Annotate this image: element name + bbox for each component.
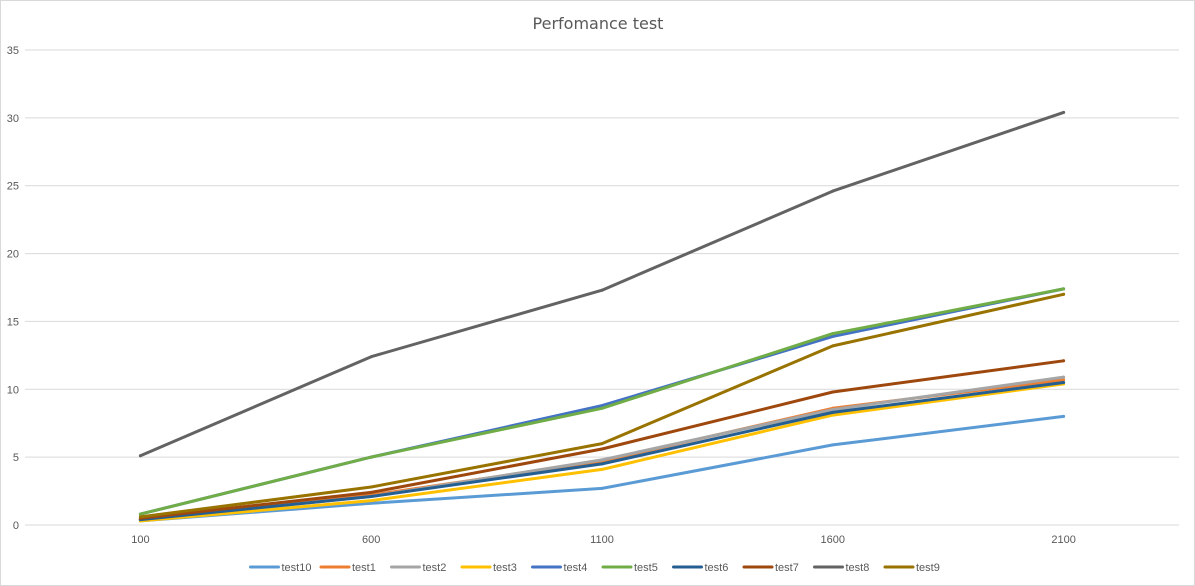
legend-label: test5 bbox=[634, 562, 658, 574]
gridlines bbox=[25, 49, 1179, 526]
data-point-test5 bbox=[600, 406, 604, 410]
data-point-test2 bbox=[831, 408, 835, 412]
legend-entry-test7: test7 bbox=[742, 562, 799, 574]
x-tick-label: 2100 bbox=[1051, 534, 1075, 546]
series-lines bbox=[138, 110, 1066, 523]
data-point-test8 bbox=[831, 189, 835, 193]
data-point-test3 bbox=[369, 499, 373, 503]
data-point-test10 bbox=[831, 443, 835, 447]
x-tick-label: 100 bbox=[131, 534, 149, 546]
legend-label: test9 bbox=[916, 562, 940, 574]
data-point-test2 bbox=[1062, 375, 1066, 379]
data-point-test6 bbox=[600, 462, 604, 466]
y-tick-label: 10 bbox=[7, 384, 19, 396]
data-point-test6 bbox=[831, 410, 835, 414]
data-point-test8 bbox=[369, 355, 373, 359]
legend-label: test7 bbox=[775, 562, 799, 574]
y-tick-label: 5 bbox=[13, 452, 19, 464]
data-point-test4 bbox=[831, 334, 835, 338]
series-line-test7 bbox=[138, 359, 1066, 520]
legend-label: test4 bbox=[564, 562, 588, 574]
data-point-test7 bbox=[369, 490, 373, 494]
legend-label: test10 bbox=[282, 562, 312, 574]
data-point-test3 bbox=[831, 413, 835, 417]
data-point-test9 bbox=[831, 344, 835, 348]
data-point-test5 bbox=[1062, 287, 1066, 291]
data-point-test3 bbox=[600, 467, 604, 471]
legend-entry-test1: test1 bbox=[319, 562, 376, 574]
data-point-test5 bbox=[369, 455, 373, 459]
legend-label: test6 bbox=[705, 562, 729, 574]
data-point-test8 bbox=[600, 288, 604, 292]
data-point-test9 bbox=[138, 515, 142, 519]
data-point-test6 bbox=[369, 495, 373, 498]
legend-label: test1 bbox=[352, 562, 376, 574]
chart-title: Perfomance test bbox=[533, 14, 664, 33]
data-point-test9 bbox=[1062, 292, 1066, 296]
x-axis-tick-labels: 100 600 1100 1600 2100 bbox=[131, 534, 1076, 546]
y-tick-label: 0 bbox=[13, 520, 19, 532]
y-tick-label: 35 bbox=[7, 45, 19, 57]
data-point-test1 bbox=[1062, 378, 1066, 382]
data-point-test8 bbox=[1062, 110, 1066, 114]
y-axis-tick-labels: 0 5 10 15 20 25 30 35 bbox=[7, 45, 19, 532]
x-tick-label: 1100 bbox=[590, 534, 614, 546]
data-point-test10 bbox=[369, 501, 373, 505]
legend-entry-test10: test10 bbox=[249, 562, 312, 574]
data-point-test7 bbox=[831, 390, 835, 394]
x-tick-label: 600 bbox=[362, 534, 380, 546]
data-point-test10 bbox=[600, 486, 604, 490]
legend: test10 test1 test2 test3 test4 test5 test6 test… bbox=[249, 562, 940, 574]
data-point-test6 bbox=[1062, 381, 1066, 384]
legend-entry-test2: test2 bbox=[390, 562, 447, 574]
legend-entry-test6: test6 bbox=[672, 562, 729, 574]
y-tick-label: 30 bbox=[7, 113, 19, 125]
legend-label: test2 bbox=[423, 562, 447, 574]
legend-entry-test8: test8 bbox=[813, 562, 870, 574]
legend-entry-test9: test9 bbox=[883, 562, 940, 574]
data-point-test8 bbox=[138, 454, 142, 458]
data-point-test7 bbox=[1062, 359, 1066, 363]
data-point-test5 bbox=[831, 332, 835, 336]
legend-label: test3 bbox=[493, 562, 517, 574]
data-point-test5 bbox=[138, 512, 142, 516]
legend-entry-test5: test5 bbox=[601, 562, 658, 574]
data-point-test7 bbox=[600, 447, 604, 451]
legend-label: test8 bbox=[846, 562, 870, 574]
legend-entry-test4: test4 bbox=[531, 562, 588, 574]
data-point-test2 bbox=[600, 458, 604, 462]
y-tick-label: 15 bbox=[7, 316, 19, 328]
data-point-test9 bbox=[600, 442, 604, 446]
x-tick-label: 1600 bbox=[821, 534, 845, 546]
y-tick-label: 25 bbox=[7, 181, 19, 193]
data-point-test10 bbox=[1062, 414, 1066, 418]
data-point-test4 bbox=[600, 404, 604, 408]
data-point-test9 bbox=[369, 485, 373, 489]
y-tick-label: 20 bbox=[7, 249, 19, 261]
legend-entry-test3: test3 bbox=[460, 562, 517, 574]
